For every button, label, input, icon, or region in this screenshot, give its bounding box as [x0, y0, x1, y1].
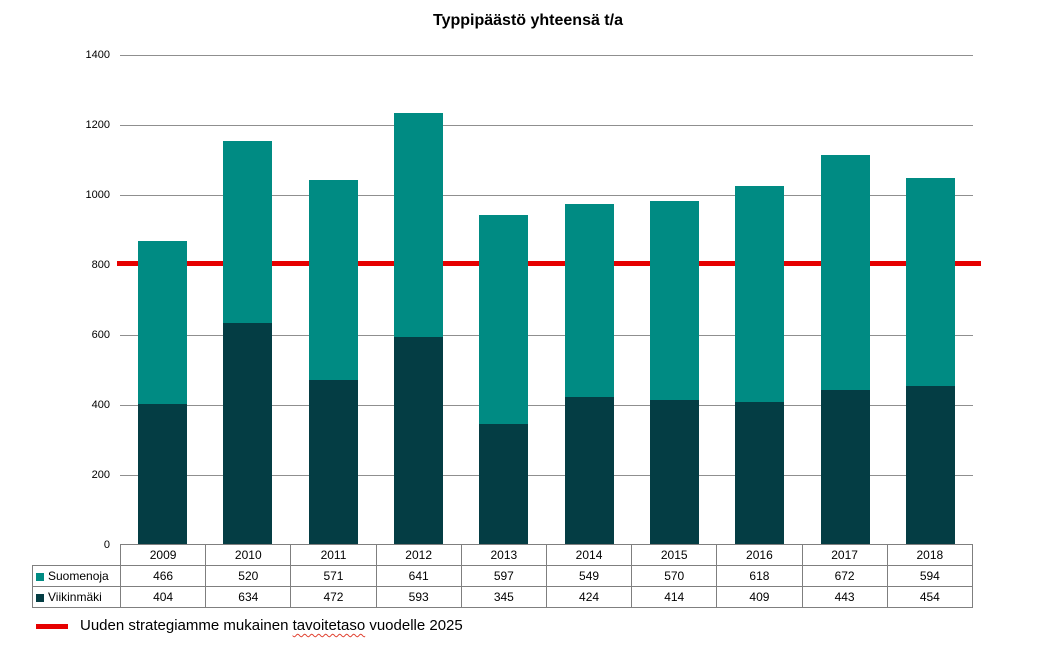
bar-segment-viikinmaki [138, 403, 188, 545]
bar-segment-viikinmaki [564, 396, 614, 545]
y-axis-tick-label: 1200 [85, 119, 110, 131]
value-cell: 409 [716, 586, 803, 608]
series-name-label: Viikinmäki [48, 590, 102, 604]
bar-segment-suomenoja [820, 154, 870, 390]
bar-segment-viikinmaki [905, 386, 955, 545]
year-header-cell: 2014 [545, 544, 633, 566]
year-header-cell: 2018 [886, 544, 974, 566]
y-axis-tick-label: 1400 [85, 49, 110, 61]
bar-segment-suomenoja [649, 200, 699, 401]
y-axis-tick-label: 0 [103, 539, 110, 551]
value-cell: 593 [375, 586, 462, 608]
table-row-suomenoja: Suomenoja 466 520 571 641 597 549 570 618 672 594 [32, 565, 974, 587]
value-cell: 571 [290, 565, 377, 587]
year-header-cell: 2009 [119, 544, 207, 566]
target-line-legend-swatch [36, 624, 68, 629]
legend-cell-suomenoja: Suomenoja [32, 565, 121, 587]
table-row-viikinmaki: Viikinmäki 404 634 472 593 345 424 414 409 443 454 [32, 586, 974, 608]
bar-segment-viikinmaki [223, 323, 273, 545]
year-header-cell: 2012 [375, 544, 462, 566]
value-cell: 672 [801, 565, 888, 587]
target-line-legend-label: Uuden strategiamme mukainen tavoitetaso … [80, 616, 463, 636]
year-header-cell: 2010 [205, 544, 292, 566]
value-cell: 443 [801, 586, 888, 608]
year-header-cell: 2015 [631, 544, 718, 566]
legend-text-before: Uuden strategiamme mukainen [80, 617, 293, 634]
year-header-cell: 2017 [801, 544, 888, 566]
bar-segment-viikinmaki [308, 379, 358, 545]
legend-cell-viikinmaki: Viikinmäki [32, 586, 121, 608]
gridline [120, 334, 973, 336]
value-cell: 414 [631, 586, 718, 608]
gridline [120, 194, 973, 196]
bar-segment-suomenoja [905, 178, 955, 387]
suomenoja-legend-swatch [36, 572, 44, 581]
gridline [120, 404, 973, 406]
value-cell: 618 [716, 565, 803, 587]
bar-segment-viikinmaki [479, 424, 529, 545]
y-axis-tick-label: 200 [91, 469, 110, 481]
value-cell: 454 [886, 586, 974, 608]
gridline [120, 474, 973, 476]
value-cell: 641 [375, 565, 462, 587]
bar-segment-viikinmaki [649, 400, 699, 545]
table-corner-cell [33, 545, 121, 566]
series-name-label: Suomenoja [48, 569, 109, 583]
value-cell: 466 [119, 565, 207, 587]
year-header-cell: 2013 [460, 544, 547, 566]
data-table: 2009 2010 2011 2012 2013 2014 2015 2016 2017 2018… [32, 544, 974, 608]
bar-segment-viikinmaki [820, 389, 870, 545]
bar-segment-suomenoja [223, 141, 273, 324]
target-line [117, 260, 981, 266]
value-cell: 549 [545, 565, 633, 587]
gridline [120, 54, 973, 56]
bar-segment-viikinmaki [735, 401, 785, 545]
y-axis-tick-label: 600 [91, 329, 110, 341]
legend-misspelled-word: tavoitetaso [292, 617, 366, 634]
y-axis-tick-label: 1000 [85, 189, 110, 201]
value-cell: 520 [205, 565, 292, 587]
year-header-cell: 2016 [716, 544, 803, 566]
bar-segment-suomenoja [394, 113, 444, 338]
bar-segment-suomenoja [735, 185, 785, 402]
y-axis-tick-label: 800 [91, 259, 110, 271]
value-cell: 594 [886, 565, 974, 587]
bar-segment-viikinmaki [394, 337, 444, 545]
bar-segment-suomenoja [308, 179, 358, 380]
value-cell: 597 [460, 565, 547, 587]
viikinmaki-legend-swatch [36, 593, 44, 602]
year-header-cell: 2011 [290, 544, 377, 566]
bar-segment-suomenoja [564, 204, 614, 397]
value-cell: 404 [119, 586, 207, 608]
chart-title: Typpipäästö yhteensä t/a [433, 12, 623, 29]
value-cell: 424 [545, 586, 633, 608]
legend-text-after: vuodelle 2025 [365, 617, 463, 634]
bar-segment-suomenoja [138, 240, 188, 404]
bar-segment-suomenoja [479, 215, 529, 425]
value-cell: 570 [631, 565, 718, 587]
value-cell: 345 [460, 586, 547, 608]
y-axis-tick-label: 400 [91, 399, 110, 411]
value-cell: 634 [205, 586, 292, 608]
value-cell: 472 [290, 586, 377, 608]
gridline [120, 124, 973, 126]
table-row-years: 2009 2010 2011 2012 2013 2014 2015 2016 2017 2018 [33, 544, 974, 566]
